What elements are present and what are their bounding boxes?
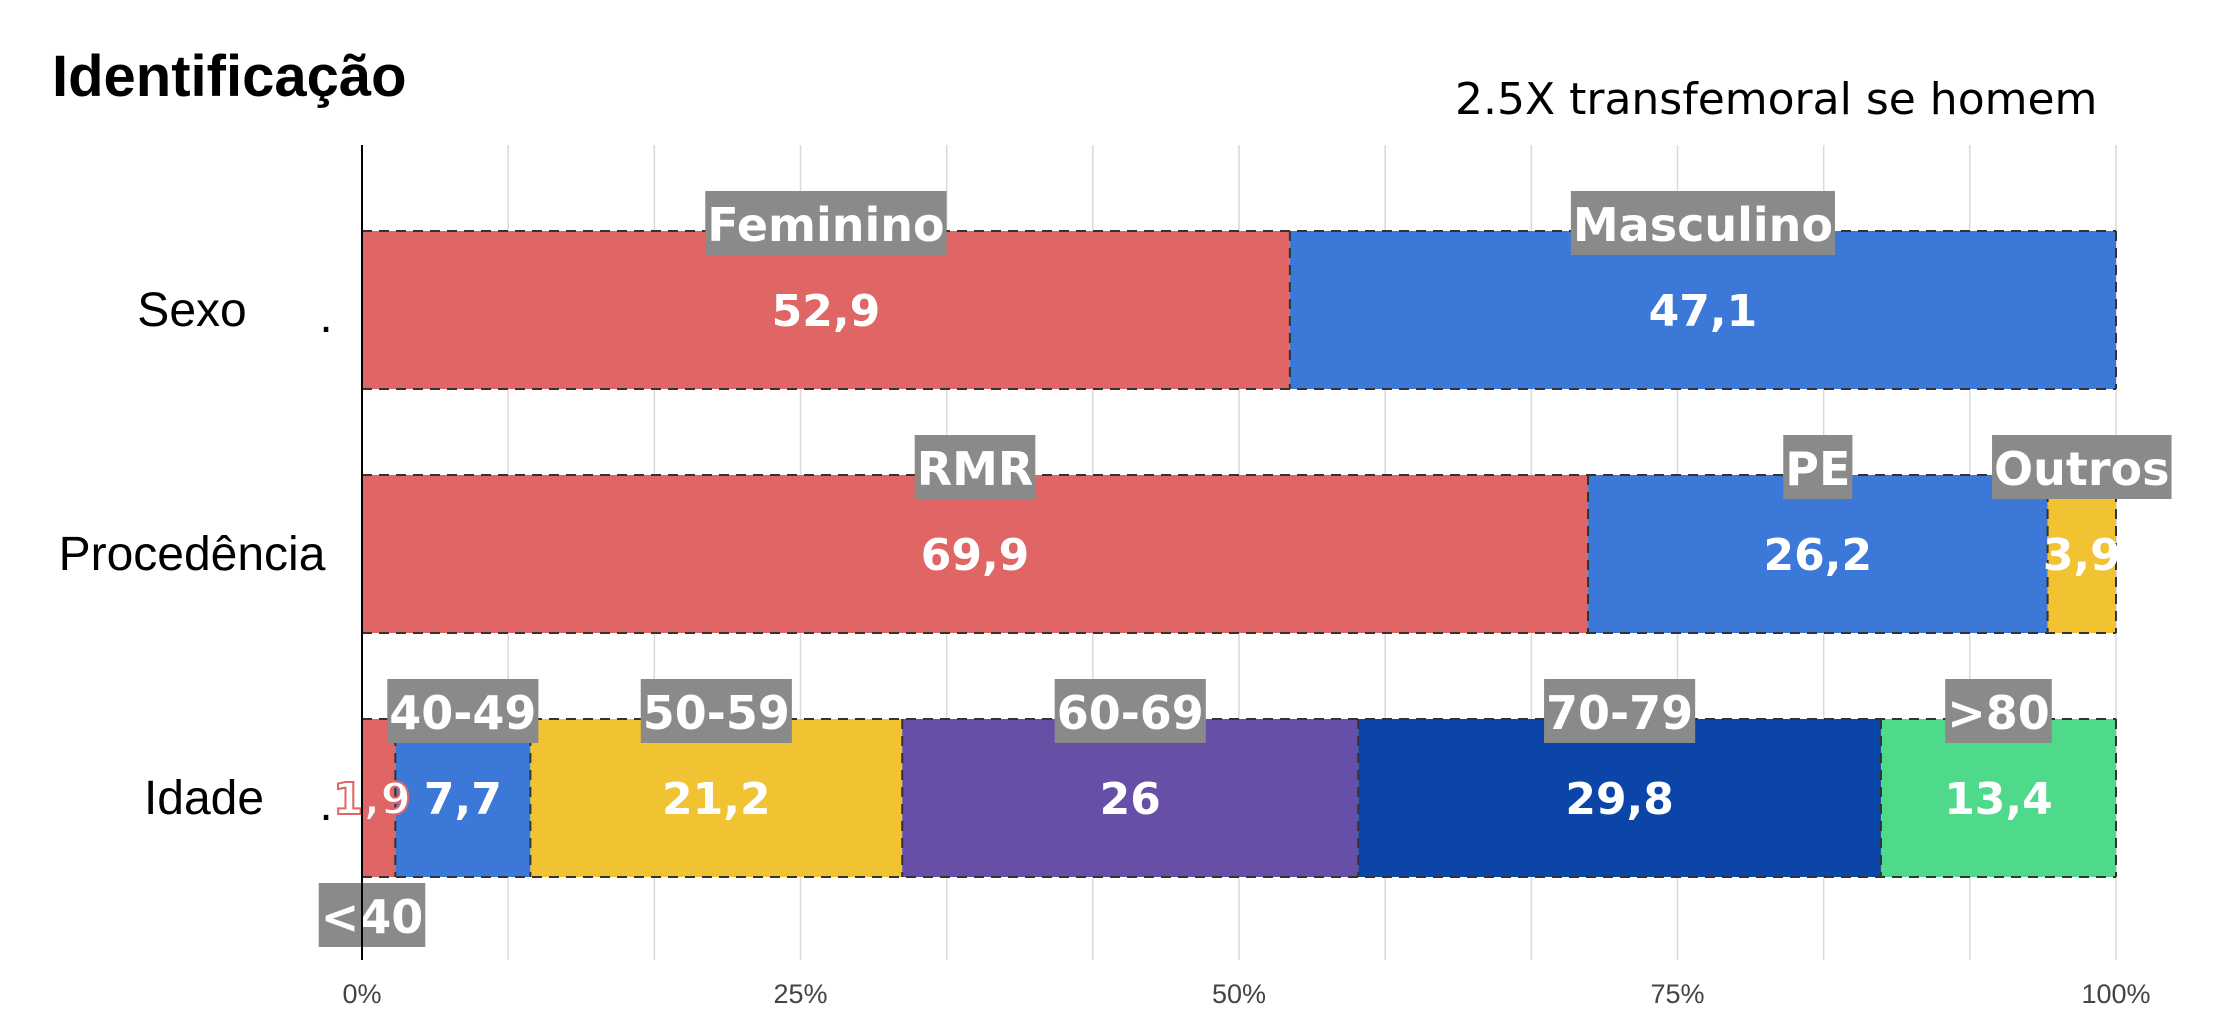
category-label: Idade <box>144 772 264 825</box>
bar-segment-idade-4 <box>1358 719 1881 877</box>
segment-label-box <box>1544 679 1696 743</box>
segment-label-box <box>387 679 539 743</box>
value-label: 21,2 <box>662 774 771 825</box>
segment-label: 60-69 <box>1054 679 1206 743</box>
segment-label: RMR <box>914 435 1036 499</box>
segment-label-box <box>1945 679 2052 743</box>
segment-label-box <box>1570 191 1835 255</box>
segment-label-box <box>1783 435 1853 499</box>
value-label: 26 <box>1100 774 1161 825</box>
category-axis: Sexo . Procedência Idade. <box>59 284 333 831</box>
value-label: 13,4 <box>1944 774 2053 825</box>
segment-label: Feminino <box>705 191 947 255</box>
segment-label-box <box>914 435 1036 499</box>
segment-label: <40 <box>318 883 426 947</box>
segment-label-text: <40 <box>321 890 424 944</box>
x-axis: 0% 25% 50% 75% 100% <box>342 145 2151 1009</box>
segment-label-text: >80 <box>1947 686 2050 740</box>
bar-segment-idade-3 <box>902 719 1359 877</box>
segment-label-box <box>318 883 426 947</box>
segment-label-box <box>705 191 947 255</box>
segment-label: >80 <box>1945 679 2052 743</box>
segment-label-box <box>1054 679 1206 743</box>
category-suffix: . <box>319 778 332 831</box>
x-tick-label: 25% <box>773 979 827 1009</box>
bar-segment-sexo-0 <box>362 231 1290 389</box>
category-label: Procedência <box>59 528 326 581</box>
x-tick-label: 75% <box>1650 979 1704 1009</box>
category-suffix: . <box>319 290 332 343</box>
segment-label: Outros <box>1992 435 2172 499</box>
bar-segment-idade-1 <box>395 719 531 877</box>
segment-labels: 52,9 Feminino 47,1 Masculino 69,9 RMR 26,2 PE 3,… <box>318 191 2172 947</box>
segment-label-text: Masculino <box>1573 198 1833 252</box>
chart-title: Identificação <box>52 44 407 109</box>
segment-label: 70-79 <box>1544 679 1696 743</box>
segment-label-text: 40-49 <box>389 686 536 740</box>
segment-label-box <box>640 679 792 743</box>
value-label: 3,9 <box>2043 530 2121 581</box>
bar-segment-sexo-1 <box>1289 231 2116 389</box>
bar-segment-procedência-1 <box>1588 475 2048 633</box>
value-label: 29,8 <box>1565 774 1674 825</box>
value-label: 7,7 <box>424 774 502 825</box>
bar-segment-procedência-2 <box>2047 475 2116 633</box>
segment-label-text: 60-69 <box>1057 686 1204 740</box>
bar-segment-idade-0 <box>362 719 396 877</box>
value-label: 47,1 <box>1649 286 1758 337</box>
segment-label-text: RMR <box>917 442 1034 496</box>
bar-segments <box>362 230 2117 878</box>
x-tick-label: 0% <box>342 979 381 1009</box>
segment-label-text: Outros <box>1994 442 2170 496</box>
value-label: 1,9 <box>333 774 411 825</box>
segment-label: 40-49 <box>387 679 539 743</box>
bar-segment-idade-5 <box>1880 719 2116 877</box>
bar-segment-procedência-0 <box>362 475 1589 633</box>
value-label: 69,9 <box>921 530 1030 581</box>
chart-annotation: 2.5X transfemoral se homem <box>1455 74 2097 125</box>
bar-segment-idade-2 <box>530 719 903 877</box>
value-label: 52,9 <box>772 286 881 337</box>
segment-label-text: 50-59 <box>643 686 790 740</box>
segment-label-box <box>1992 435 2172 499</box>
category-label: Sexo <box>137 284 246 337</box>
segment-label: PE <box>1783 435 1853 499</box>
segment-label-text: Feminino <box>707 198 944 252</box>
value-label: 26,2 <box>1764 530 1873 581</box>
x-tick-label: 50% <box>1212 979 1266 1009</box>
segment-label: Masculino <box>1570 191 1835 255</box>
segment-label-text: PE <box>1785 442 1850 496</box>
segment-label: 50-59 <box>640 679 792 743</box>
x-tick-label: 100% <box>2081 979 2150 1009</box>
segment-label-text: 70-79 <box>1546 686 1693 740</box>
